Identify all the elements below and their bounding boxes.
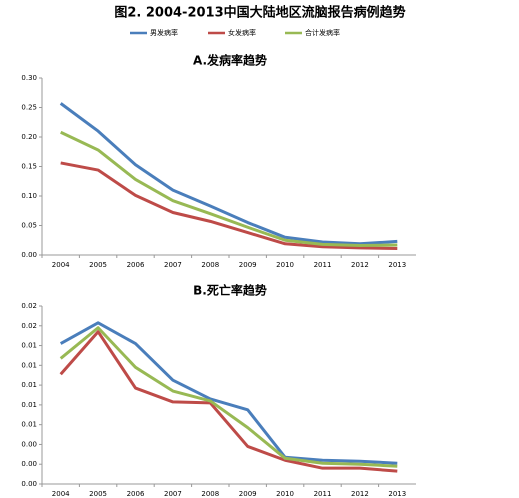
y-tick-label: 0.00 <box>21 251 37 259</box>
x-tick-label: 2008 <box>201 490 219 498</box>
x-tick-label: 2008 <box>201 261 219 269</box>
x-tick-label: 2012 <box>351 490 369 498</box>
x-tick-label: 2013 <box>388 261 406 269</box>
y-tick-label: 0.20 <box>21 133 37 141</box>
y-tick-label: 0.02 <box>21 322 37 330</box>
x-tick-label: 2009 <box>239 490 257 498</box>
figure-title: 图2. 2004-2013中国大陆地区流脑报告病例趋势 <box>114 5 405 21</box>
x-tick-label: 2013 <box>388 490 406 498</box>
x-tick-label: 2006 <box>127 490 145 498</box>
x-tick-label: 2007 <box>164 261 182 269</box>
x-tick-label: 2009 <box>239 261 257 269</box>
y-tick-label: 0.01 <box>21 342 37 350</box>
x-tick-label: 2011 <box>314 261 332 269</box>
x-tick-label: 2012 <box>351 261 369 269</box>
x-tick-label: 2007 <box>164 490 182 498</box>
y-tick-label: 0.00 <box>21 460 37 468</box>
x-tick-label: 2005 <box>89 490 107 498</box>
y-tick-label: 0.15 <box>21 163 37 171</box>
x-tick-label: 2011 <box>314 490 332 498</box>
y-tick-label: 0.00 <box>21 440 37 448</box>
y-tick-label: 0.05 <box>21 222 37 230</box>
y-tick-label: 0.25 <box>21 104 37 112</box>
series-line <box>60 130 398 248</box>
y-tick-label: 0.01 <box>21 381 37 389</box>
y-tick-label: 0.01 <box>21 401 37 409</box>
series-line <box>60 161 398 251</box>
x-tick-label: 2010 <box>276 490 294 498</box>
series-line <box>59 330 398 473</box>
y-tick-label: 0.30 <box>21 74 37 82</box>
series-line <box>59 326 398 468</box>
chart-title: A.发病率趋势 <box>193 53 267 68</box>
x-tick-label: 2004 <box>52 261 70 269</box>
y-tick-label: 0.02 <box>21 302 37 310</box>
y-tick-label: 0.01 <box>21 361 37 369</box>
x-tick-label: 2005 <box>89 261 107 269</box>
series-line <box>59 102 398 246</box>
y-tick-label: 0.01 <box>21 421 37 429</box>
x-tick-label: 2010 <box>276 261 294 269</box>
x-tick-label: 2006 <box>127 261 145 269</box>
y-tick-label: 0.10 <box>21 192 37 200</box>
y-tick-label: 0.00 <box>21 480 37 488</box>
series-line <box>59 321 398 465</box>
chart-title: B.死亡率趋势 <box>193 283 267 298</box>
legend-label: 男发病率 <box>150 28 178 37</box>
legend-label: 女发病率 <box>228 28 256 37</box>
x-tick-label: 2004 <box>52 490 70 498</box>
legend-label: 合计发病率 <box>305 28 340 37</box>
